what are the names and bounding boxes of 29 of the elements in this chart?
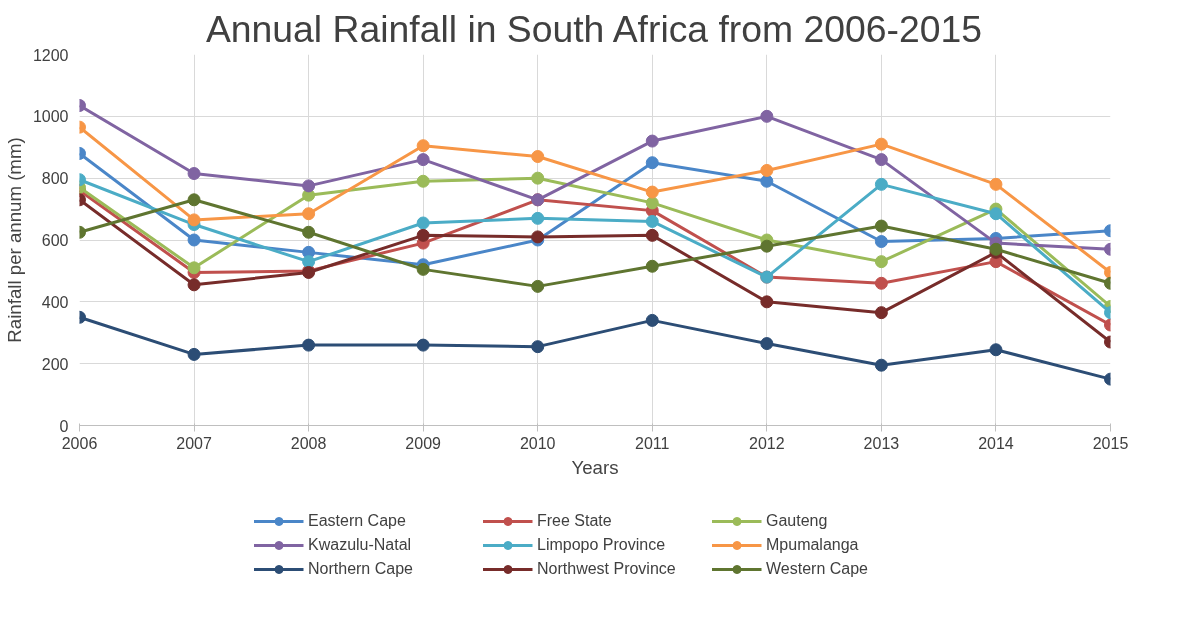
y-tick-label: 200 — [41, 355, 69, 373]
legend-label: Free State — [537, 512, 613, 530]
legend-label: Northwest Province — [537, 560, 677, 578]
legend-label: Western Cape — [766, 560, 869, 578]
x-tick-label: 2013 — [863, 434, 900, 452]
x-tick-label: 2010 — [519, 434, 556, 452]
x-tick-label: 2007 — [176, 434, 212, 452]
y-tick-label: 600 — [41, 232, 69, 249]
legend-label: Limpopo Province — [537, 536, 667, 554]
y-tick-label: 800 — [41, 170, 69, 188]
y-tick-label: 0 — [59, 417, 69, 435]
y-tick-label: 400 — [41, 293, 69, 311]
y-tick-label: 1200 — [32, 46, 69, 64]
x-tick-label: 2015 — [1092, 434, 1129, 452]
legend-label: Kwazulu-Natal — [308, 536, 413, 554]
legend-label: Gauteng — [766, 512, 829, 530]
x-tick-label: 2011 — [635, 434, 670, 452]
legend-label: Northern Cape — [308, 560, 414, 578]
x-tick-label: 2008 — [290, 434, 327, 452]
x-tick-label: 2014 — [978, 434, 1014, 452]
legend-label: Eastern Cape — [308, 512, 407, 530]
x-tick-label: 2006 — [61, 434, 98, 452]
y-axis-title: Rainfall per annum (mm) — [3, 137, 25, 343]
chart-title: Annual Rainfall in South Africa from 2006-2015 — [205, 7, 983, 50]
x-axis-title: Years — [571, 456, 619, 478]
x-tick-label: 2009 — [405, 434, 442, 452]
legend-label: Mpumalanga — [766, 536, 860, 554]
x-tick-label: 2012 — [749, 434, 785, 452]
y-tick-label: 1000 — [32, 108, 69, 126]
